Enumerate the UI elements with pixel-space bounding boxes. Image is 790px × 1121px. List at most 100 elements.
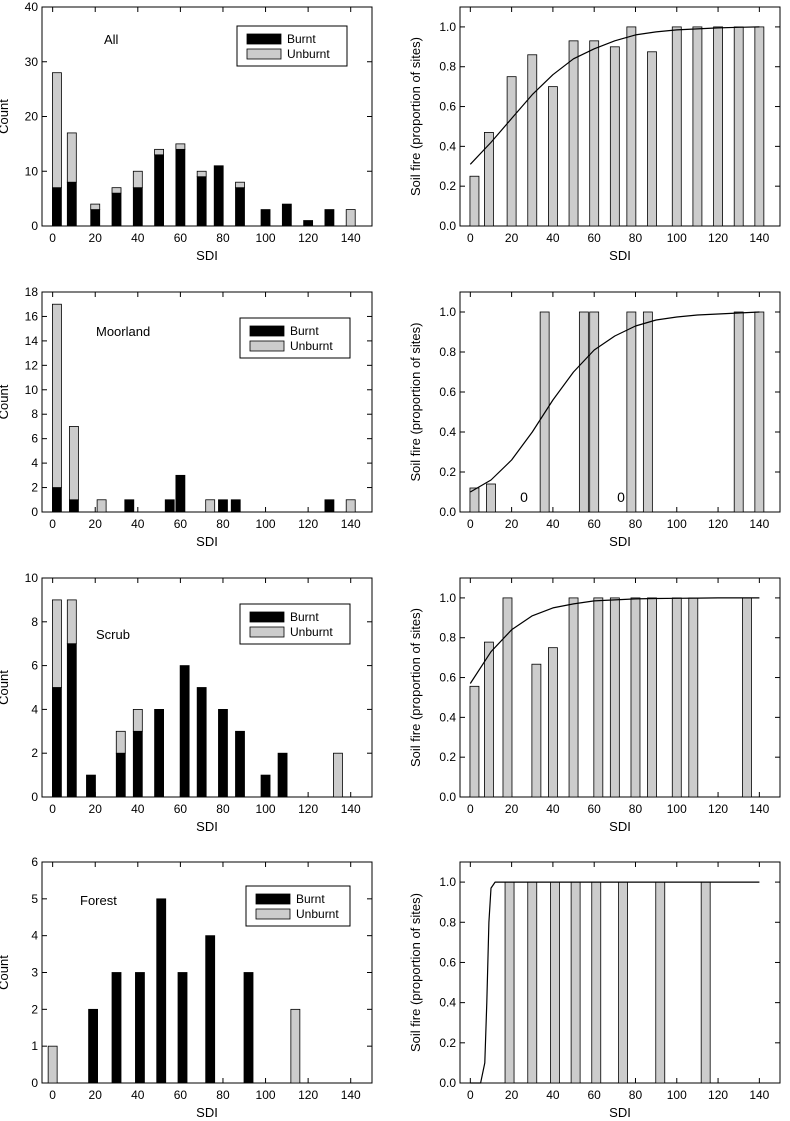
prop-chart-0-ytick-label: 0.2 bbox=[439, 179, 456, 193]
prop-chart-2-bar bbox=[688, 597, 699, 798]
prop-chart-3-ytick-label: 0.2 bbox=[439, 1036, 456, 1050]
prop-chart-2-bar bbox=[502, 597, 513, 798]
prop-chart-2-bar bbox=[647, 597, 657, 798]
prop-chart-1-xtick-label: 80 bbox=[629, 517, 643, 531]
prop-chart-2-xtick-label: 100 bbox=[667, 802, 687, 816]
prop-chart-2-xtick-label: 120 bbox=[708, 802, 728, 816]
prop-chart-1-ytick-label: 0.6 bbox=[439, 385, 456, 399]
prop-chart-3-xtick-label: 140 bbox=[749, 1088, 769, 1102]
prop-chart-0-bar bbox=[671, 26, 682, 227]
prop-chart-1-bar bbox=[469, 487, 480, 513]
count-chart-0-bar-burnt bbox=[213, 165, 224, 227]
count-chart-1-ytick-label: 2 bbox=[31, 481, 38, 495]
prop-chart-1-ytick-label: 0.2 bbox=[439, 465, 456, 479]
prop-chart-0-xtick-label: 0 bbox=[467, 231, 474, 245]
prop-chart-3-ytick-label: 1.0 bbox=[439, 875, 456, 889]
prop-chart-0-bar bbox=[589, 40, 600, 227]
prop-chart-2-bar bbox=[630, 597, 641, 798]
prop-chart-2-bar bbox=[609, 597, 620, 798]
count-chart-2-legend-swatch-burnt bbox=[249, 611, 285, 623]
count-chart-1-bar-burnt bbox=[324, 499, 335, 513]
count-chart-0-xlabel: SDI bbox=[196, 248, 218, 263]
count-chart-3-xtick-label: 0 bbox=[49, 1088, 56, 1102]
prop-chart-3-xtick-label: 0 bbox=[467, 1088, 474, 1102]
prop-chart-3-ytick-label: 0.6 bbox=[439, 955, 456, 969]
count-chart-0-ytick-label: 20 bbox=[25, 110, 39, 124]
prop-chart-2-bar bbox=[548, 647, 558, 798]
count-chart-2-legend-label-unburnt: Unburnt bbox=[290, 625, 333, 639]
count-chart-0-bar-unburnt bbox=[111, 187, 122, 194]
count-chart-2-bar-burnt bbox=[86, 774, 96, 798]
prop-chart-0-fit-curve bbox=[469, 26, 760, 165]
prop-chart-1-ytick-label: 0.0 bbox=[439, 505, 456, 519]
count-chart-3-legend-swatch-burnt bbox=[255, 893, 291, 905]
prop-chart-3-xtick-label: 80 bbox=[629, 1088, 643, 1102]
count-chart-1-bar-burnt bbox=[175, 474, 186, 513]
prop-chart-1-xtick-label: 20 bbox=[505, 517, 519, 531]
count-chart-1-bar-burnt bbox=[124, 499, 135, 513]
prop-chart-0-xtick-label: 20 bbox=[505, 231, 519, 245]
count-chart-1-xtick-label: 120 bbox=[298, 517, 318, 531]
count-chart-1-ytick-label: 8 bbox=[31, 407, 38, 421]
prop-chart-1-xtick-label: 0 bbox=[467, 517, 474, 531]
count-chart-2-bar-unburnt bbox=[52, 599, 62, 688]
prop-chart-1-bar bbox=[733, 311, 744, 513]
count-chart-0-xtick-label: 140 bbox=[341, 231, 361, 245]
count-chart-1-ytick-label: 10 bbox=[25, 383, 39, 397]
prop-chart-0-bar bbox=[469, 175, 480, 227]
prop-chart-2-xtick-label: 140 bbox=[749, 802, 769, 816]
count-chart-1-ytick-label: 12 bbox=[25, 358, 39, 372]
count-chart-2-bar-burnt bbox=[179, 665, 190, 798]
count-chart-0-bar-burnt bbox=[196, 176, 207, 227]
prop-chart-2-fit-curve bbox=[469, 597, 760, 684]
count-chart-1-xtick-label: 40 bbox=[131, 517, 145, 531]
count-chart-3-bar-unburnt bbox=[290, 1008, 301, 1084]
count-chart-3-ytick-label: 3 bbox=[31, 966, 38, 980]
prop-chart-1-bar bbox=[578, 311, 589, 513]
count-chart-2-bar-burnt bbox=[260, 774, 271, 798]
count-chart-2-xtick-label: 40 bbox=[131, 802, 145, 816]
prop-chart-0-bar bbox=[568, 40, 579, 227]
count-chart-3-ytick-label: 5 bbox=[31, 892, 38, 906]
prop-chart-0-bar bbox=[647, 51, 657, 227]
count-chart-1-bar-burnt bbox=[230, 499, 241, 513]
prop-chart-0-bar bbox=[548, 86, 558, 227]
prop-chart-2-bar bbox=[484, 641, 494, 798]
prop-chart-2-ytick-label: 0.2 bbox=[439, 750, 456, 764]
count-chart-0-title: All bbox=[104, 32, 119, 47]
count-chart-0-bar-unburnt bbox=[196, 170, 207, 178]
count-chart-0-bar-unburnt bbox=[90, 203, 101, 210]
count-chart-1-xtick-label: 100 bbox=[256, 517, 276, 531]
prop-chart-3-xtick-label: 60 bbox=[588, 1088, 602, 1102]
prop-chart-1-ytick-label: 1.0 bbox=[439, 305, 456, 319]
prop-chart-0-bar bbox=[527, 54, 538, 227]
count-chart-1-legend-label-burnt: Burnt bbox=[290, 324, 319, 338]
count-chart-1-bar-burnt bbox=[164, 499, 175, 513]
prop-chart-3-bar bbox=[527, 881, 538, 1084]
prop-chart-2-bar bbox=[469, 685, 480, 798]
prop-chart-1-frame bbox=[459, 291, 781, 513]
prop-chart-3-xtick-label: 100 bbox=[667, 1088, 687, 1102]
prop-chart-2-bar bbox=[742, 597, 752, 798]
count-chart-0-bar-unburnt bbox=[132, 170, 143, 189]
prop-chart-0-ylabel: Soil fire (proportion of sites) bbox=[408, 37, 423, 196]
prop-chart-3-bar bbox=[550, 881, 560, 1084]
count-chart-2-bar-burnt bbox=[235, 730, 245, 798]
count-chart-2-ytick-label: 6 bbox=[31, 659, 38, 673]
count-chart-1-ylabel: Count bbox=[0, 384, 11, 419]
count-chart-2-bar-burnt bbox=[52, 687, 62, 798]
prop-chart-0-bar bbox=[626, 26, 637, 227]
prop-chart-0-xtick-label: 60 bbox=[588, 231, 602, 245]
count-chart-3-legend-swatch-unburnt bbox=[255, 908, 291, 920]
prop-chart-1-xtick-label: 40 bbox=[546, 517, 560, 531]
count-chart-0-ytick-label: 0 bbox=[31, 219, 38, 233]
count-chart-0-ytick-label: 10 bbox=[25, 164, 39, 178]
count-chart-2-ytick-label: 0 bbox=[31, 790, 38, 804]
count-chart-0-bar-unburnt bbox=[66, 132, 77, 183]
count-chart-2-xtick-label: 60 bbox=[174, 802, 188, 816]
count-chart-1-xtick-label: 140 bbox=[341, 517, 361, 531]
prop-chart-1-bar bbox=[754, 311, 765, 513]
count-chart-0-ytick-label: 40 bbox=[25, 0, 39, 14]
count-chart-2-xtick-label: 140 bbox=[341, 802, 361, 816]
